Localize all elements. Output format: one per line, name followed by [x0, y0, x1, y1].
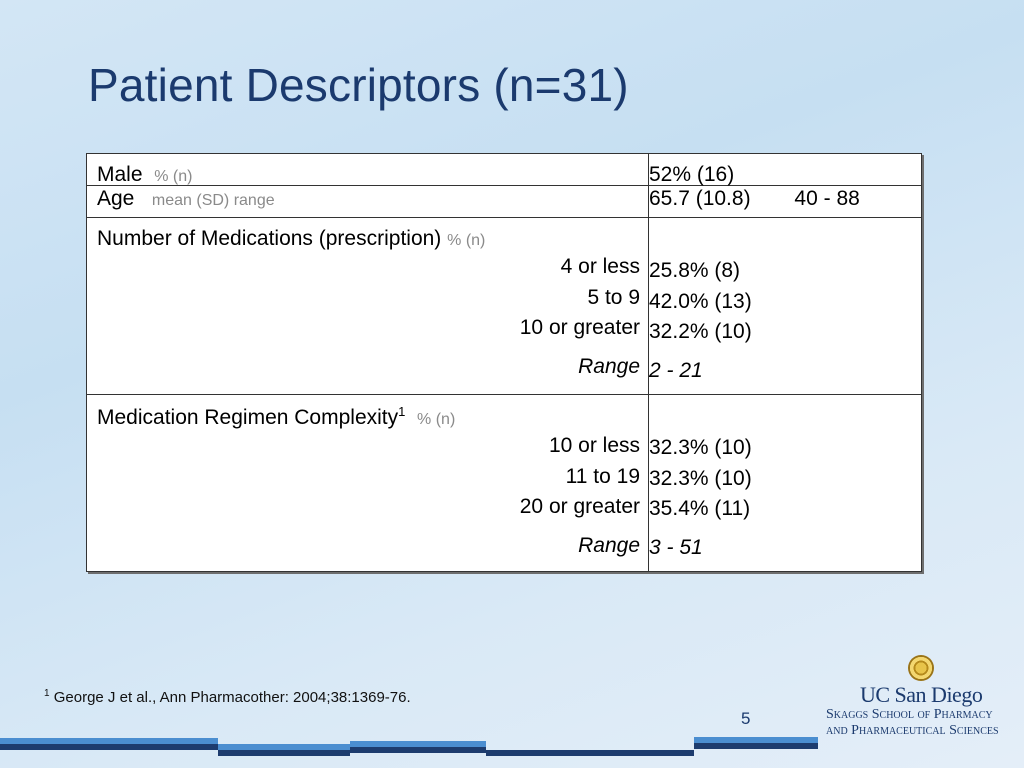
cell-medications-label: Number of Medications (prescription) % (… [86, 217, 649, 395]
age-range: 40 - 88 [794, 187, 860, 210]
cell-complexity-values: 32.3% (10) 32.3% (10) 35.4% (11) 3 - 51 [648, 394, 922, 572]
medications-label: Number of Medications (prescription) [97, 227, 442, 250]
cell-male-label: Male % (n) [86, 153, 649, 186]
age-sublabel: mean (SD) range [151, 192, 275, 209]
footer-bar-segment [218, 750, 350, 756]
medications-row-label: 4 or less [560, 255, 640, 278]
logo-line3: and Pharmaceutical Sciences [826, 723, 999, 738]
medications-row-label: 10 or greater [519, 316, 640, 339]
logo-line2: Skaggs School of Pharmacy [826, 707, 993, 722]
male-value: 52% (16) [649, 163, 735, 186]
complexity-row-label: 20 or greater [519, 495, 640, 518]
logo-line1: UC San Diego [860, 682, 983, 707]
table-row-complexity: Medication Regimen Complexity1 % (n) 10 … [86, 394, 922, 572]
complexity-row-value: 32.3% (10) [649, 436, 752, 459]
citation-footnote: 1 George J et al., Ann Pharmacother: 200… [44, 688, 411, 706]
footnote-mark: 1 [44, 688, 50, 699]
table-row-male: Male % (n) 52% (16) [86, 153, 922, 186]
table-row-age: Age mean (SD) range 65.7 (10.8) 40 - 88 [86, 185, 922, 218]
medications-row-value: 42.0% (13) [649, 289, 752, 313]
medications-range-value: 2 - 21 [649, 358, 703, 382]
complexity-row-value: 35.4% (11) [649, 497, 751, 520]
complexity-footnote-mark: 1 [398, 404, 406, 419]
footer-bar-segment [694, 737, 818, 743]
table-row-medications: Number of Medications (prescription) % (… [86, 217, 922, 395]
footer-bar-segment [0, 744, 218, 750]
complexity-row-value: 32.3% (10) [649, 466, 752, 490]
footer-bar-segment [0, 738, 218, 744]
age-label: Age [97, 187, 135, 210]
medications-row-label: 5 to 9 [587, 285, 640, 309]
complexity-sublabel: % (n) [417, 411, 456, 428]
footer-bar-segment [350, 741, 486, 747]
cell-age-value: 65.7 (10.8) 40 - 88 [648, 185, 922, 218]
medications-row-value: 32.2% (10) [649, 320, 752, 343]
slide-title: Patient Descriptors (n=31) [88, 59, 629, 111]
page-number: 5 [741, 709, 751, 728]
cell-medications-values: 25.8% (8) 42.0% (13) 32.2% (10) 2 - 21 [648, 217, 922, 395]
footer-bar-segment [218, 744, 350, 750]
complexity-range-value: 3 - 51 [649, 535, 703, 559]
age-value: 65.7 (10.8) [649, 187, 751, 210]
footnote-text: George J et al., Ann Pharmacother: 2004;… [53, 689, 411, 706]
footer-bar-segment [694, 743, 818, 749]
complexity-row-label: 11 to 19 [565, 464, 640, 488]
complexity-label: Medication Regimen Complexity [97, 406, 399, 429]
footer-bar-segment [350, 747, 486, 753]
complexity-row-label: 10 or less [548, 434, 640, 457]
footer-bar-segment [486, 750, 694, 756]
ucsd-pharmacy-logo: UC San Diego Skaggs School of Pharmacy a… [822, 655, 1020, 741]
cell-complexity-label: Medication Regimen Complexity1 % (n) 10 … [86, 394, 649, 572]
medications-range-label: Range [578, 354, 640, 378]
cell-male-value: 52% (16) [648, 153, 922, 186]
male-label: Male [97, 163, 143, 186]
complexity-range-label: Range [578, 533, 640, 557]
patient-descriptors-table: Male % (n) 52% (16) Age mean (SD) range … [86, 153, 922, 572]
medications-sublabel: % (n) [447, 232, 486, 249]
medications-row-value: 25.8% (8) [649, 259, 741, 282]
university-seal-icon [908, 655, 934, 681]
cell-age-label: Age mean (SD) range [86, 185, 649, 218]
male-sublabel: % (n) [154, 168, 193, 185]
